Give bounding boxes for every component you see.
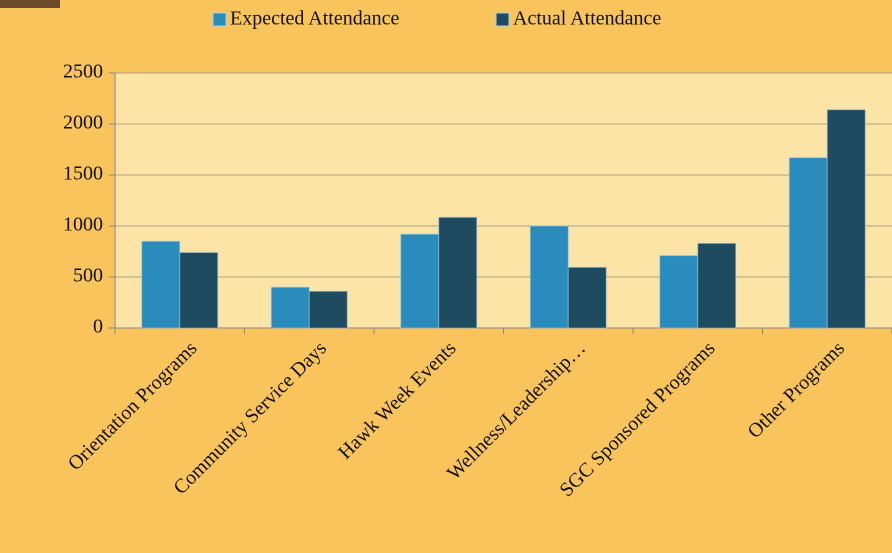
legend-swatch (495, 12, 510, 27)
photo-edge (0, 0, 60, 8)
bar (697, 242, 737, 329)
bar (659, 255, 699, 329)
bar (308, 290, 348, 329)
y-tick-label: 1000 (63, 214, 103, 236)
bar (529, 225, 569, 329)
bar (179, 252, 219, 329)
bar (567, 266, 607, 329)
bar (826, 109, 866, 329)
y-tick-label: 1500 (63, 163, 103, 185)
bar (788, 157, 828, 329)
legend-swatch (212, 12, 227, 27)
bar (438, 216, 478, 329)
bar (141, 240, 181, 329)
bar (400, 233, 440, 329)
bar (270, 286, 310, 329)
y-tick-label: 2500 (63, 61, 103, 83)
plot-area (115, 73, 892, 328)
y-tick-label: 2000 (63, 112, 103, 134)
legend-label: Expected Attendance (230, 8, 399, 30)
y-tick-label: 500 (73, 265, 103, 287)
legend-label: Actual Attendance (513, 8, 661, 30)
y-tick-label: 0 (93, 316, 103, 338)
